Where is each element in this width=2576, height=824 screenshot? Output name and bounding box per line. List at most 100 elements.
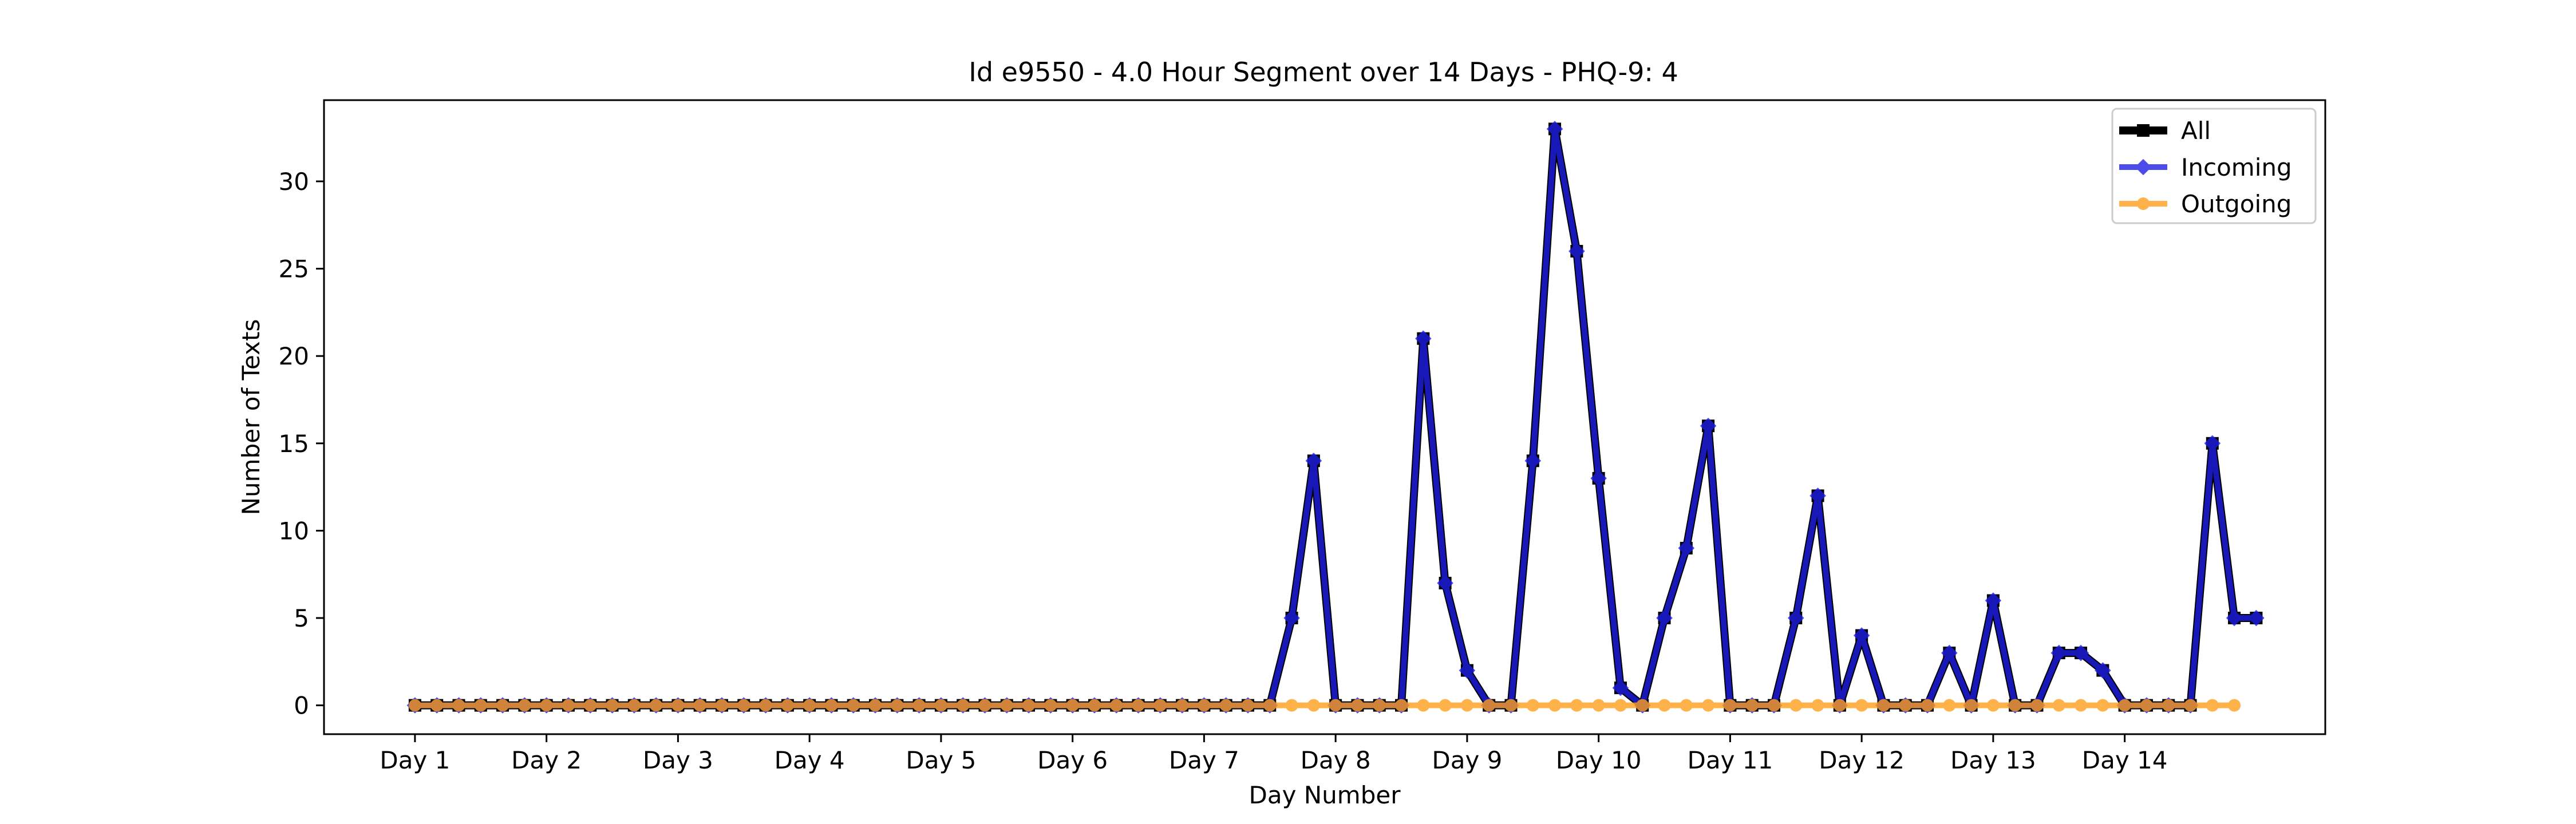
legend-label-all: All xyxy=(2181,117,2211,145)
legend-item-incoming xyxy=(2119,159,2167,176)
data-point-outgoing xyxy=(1285,699,1298,712)
data-point-outgoing xyxy=(540,699,553,712)
legend-box xyxy=(2111,108,2317,224)
data-point-incoming xyxy=(1546,121,1563,137)
data-point-outgoing xyxy=(1877,699,1890,712)
data-point-outgoing xyxy=(1921,699,1934,712)
y-axis: 0 5 10 15 20 25 30 xyxy=(279,168,324,720)
data-point-incoming xyxy=(1612,679,1629,696)
data-point-outgoing xyxy=(1483,699,1496,712)
data-point-outgoing xyxy=(1153,699,1167,712)
data-point-outgoing xyxy=(2184,699,2197,712)
data-point-outgoing xyxy=(1789,699,1803,712)
x-tick-label: Day 6 xyxy=(1037,746,1108,774)
data-point-outgoing xyxy=(693,699,706,712)
y-tick-label: 20 xyxy=(279,342,309,370)
x-tick-label: Day 1 xyxy=(380,746,450,774)
data-point-incoming xyxy=(1700,417,1717,434)
data-point-outgoing xyxy=(1373,699,1386,712)
data-point-outgoing xyxy=(1329,699,1342,712)
data-point-outgoing xyxy=(1198,699,1211,712)
data-point-incoming xyxy=(1985,592,2002,609)
legend-label-outgoing: Outgoing xyxy=(2181,190,2291,218)
data-point-outgoing xyxy=(869,699,882,712)
x-tick-label: Day 10 xyxy=(1556,746,1642,774)
data-point-outgoing xyxy=(1745,699,1759,712)
data-point-outgoing xyxy=(2030,699,2044,712)
data-point-outgoing xyxy=(1066,699,1079,712)
data-point-outgoing xyxy=(2096,699,2109,712)
data-point-outgoing xyxy=(1088,699,1101,712)
data-point-outgoing xyxy=(671,699,685,712)
data-point-outgoing xyxy=(1658,699,1671,712)
data-point-outgoing xyxy=(2140,699,2153,712)
legend-item-outgoing xyxy=(2119,197,2167,210)
y-tick-label: 30 xyxy=(279,168,309,196)
data-point-outgoing xyxy=(430,699,444,712)
y-tick-label: 15 xyxy=(279,430,309,458)
data-point-outgoing xyxy=(408,699,421,712)
data-point-outgoing xyxy=(1417,699,1430,712)
data-point-outgoing xyxy=(650,699,663,712)
x-tick-label: Day 4 xyxy=(775,746,845,774)
legend-label-incoming: Incoming xyxy=(2181,153,2292,181)
data-point-outgoing xyxy=(1899,699,1912,712)
data-point-incoming xyxy=(1853,627,1870,644)
data-point-outgoing xyxy=(2206,699,2219,712)
data-point-outgoing xyxy=(1460,699,1473,712)
data-point-outgoing xyxy=(1614,699,1627,712)
x-tick-label: Day 8 xyxy=(1301,746,1371,774)
data-point-outgoing xyxy=(715,699,728,712)
data-point-outgoing xyxy=(1526,699,1539,712)
data-point-outgoing xyxy=(1636,699,1649,712)
data-point-outgoing xyxy=(518,699,531,712)
data-point-incoming xyxy=(2204,435,2221,452)
data-point-outgoing xyxy=(1943,699,1956,712)
data-point-outgoing xyxy=(891,699,904,712)
plot-frame xyxy=(323,99,2326,735)
data-point-outgoing xyxy=(2162,699,2175,712)
data-point-outgoing xyxy=(606,699,619,712)
data-point-outgoing xyxy=(1176,699,1189,712)
data-point-outgoing xyxy=(978,699,991,712)
data-point-outgoing xyxy=(1307,699,1320,712)
data-point-outgoing xyxy=(1110,699,1123,712)
x-tick-label: Day 12 xyxy=(1819,746,1905,774)
legend: All Incoming Outgoing xyxy=(2111,108,2317,224)
data-point-incoming xyxy=(2050,644,2068,661)
data-point-outgoing xyxy=(1395,699,1408,712)
data-point-outgoing xyxy=(1000,699,1013,712)
data-point-outgoing xyxy=(1263,699,1277,712)
data-point-outgoing xyxy=(1767,699,1780,712)
data-point-outgoing xyxy=(825,699,838,712)
data-point-incoming xyxy=(1283,609,1300,627)
data-point-outgoing xyxy=(1855,699,1868,712)
data-point-outgoing xyxy=(1241,699,1254,712)
data-point-incoming xyxy=(2248,609,2265,627)
data-point-incoming xyxy=(2095,662,2111,679)
data-point-outgoing xyxy=(474,699,487,712)
y-tick-label: 25 xyxy=(279,255,309,283)
data-point-outgoing xyxy=(957,699,970,712)
y-tick-label: 5 xyxy=(294,604,309,632)
data-point-outgoing xyxy=(1132,699,1145,712)
data-point-incoming xyxy=(1809,488,1826,504)
legend-marker-incoming xyxy=(2135,159,2152,176)
data-point-outgoing xyxy=(627,699,641,712)
y-axis-label: Number of Texts xyxy=(237,319,265,516)
x-axis-label: Day Number xyxy=(1249,781,1401,809)
data-point-incoming xyxy=(1437,575,1453,592)
data-point-outgoing xyxy=(1986,699,2000,712)
data-point-outgoing xyxy=(1965,699,1978,712)
data-point-incoming xyxy=(1941,644,1958,661)
data-point-incoming xyxy=(1459,662,1476,679)
chart-title: Id e9550 - 4.0 Hour Segment over 14 Days… xyxy=(969,57,1678,88)
data-point-outgoing xyxy=(2228,699,2241,712)
data-point-incoming xyxy=(1590,470,1607,487)
data-point-outgoing xyxy=(1504,699,1518,712)
data-point-outgoing xyxy=(781,699,794,712)
plot-area xyxy=(406,121,2265,714)
data-point-outgoing xyxy=(562,699,575,712)
data-point-outgoing xyxy=(1570,699,1583,712)
